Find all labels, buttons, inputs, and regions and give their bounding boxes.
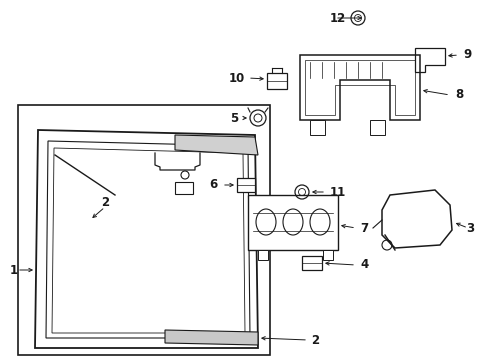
Bar bbox=[266, 73, 286, 89]
Text: 12: 12 bbox=[329, 12, 346, 24]
Text: 2: 2 bbox=[101, 195, 109, 208]
Bar bbox=[309, 120, 325, 135]
Bar bbox=[175, 182, 193, 194]
Text: 11: 11 bbox=[329, 185, 346, 198]
Text: 10: 10 bbox=[228, 72, 244, 85]
Text: 6: 6 bbox=[209, 179, 218, 192]
Bar bbox=[18, 105, 269, 355]
Bar bbox=[247, 195, 337, 250]
Text: 1: 1 bbox=[10, 264, 18, 276]
Text: 8: 8 bbox=[454, 89, 462, 102]
Text: 7: 7 bbox=[359, 221, 367, 234]
Text: 4: 4 bbox=[359, 258, 367, 271]
Text: 3: 3 bbox=[465, 221, 473, 234]
Bar bbox=[323, 250, 332, 260]
Text: 2: 2 bbox=[310, 333, 318, 346]
Text: 9: 9 bbox=[462, 49, 470, 62]
Bar bbox=[258, 250, 267, 260]
Polygon shape bbox=[175, 135, 258, 155]
Text: 5: 5 bbox=[229, 112, 238, 125]
Polygon shape bbox=[164, 330, 258, 345]
Bar bbox=[237, 178, 254, 192]
Bar bbox=[302, 256, 321, 270]
Bar bbox=[369, 120, 384, 135]
